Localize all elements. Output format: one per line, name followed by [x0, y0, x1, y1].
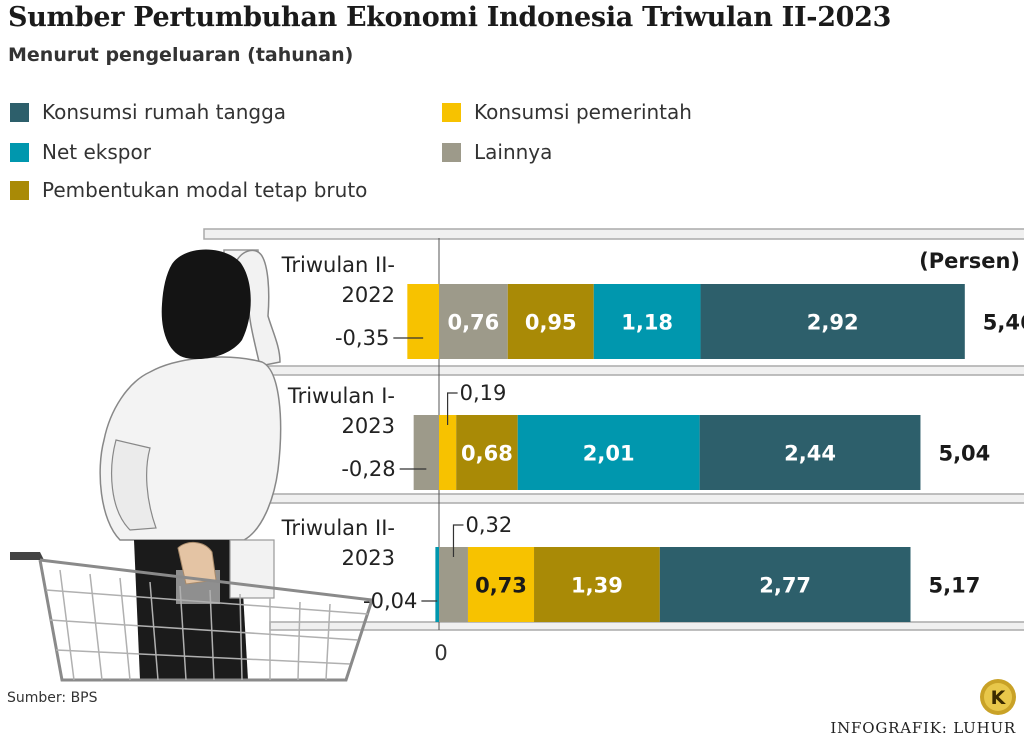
cart-frame	[38, 558, 374, 682]
legend-item-konsumsi-rumah-tangga: Konsumsi rumah tangga	[10, 100, 286, 124]
bar-row: Triwulan I- 2023 -0,28 0,19 0,68 2,01 2,44 5,04	[287, 381, 990, 490]
bar-segment-negative	[407, 284, 439, 359]
bar-segment	[699, 415, 921, 490]
cart-handle	[10, 552, 44, 560]
hair	[161, 249, 251, 360]
hand	[177, 542, 217, 585]
category-label: 2022	[342, 283, 395, 307]
segment-value-label: 2,77	[759, 574, 811, 598]
legend-item-lainnya: Lainnya	[442, 140, 552, 164]
legend-label: Net ekspor	[42, 140, 151, 164]
grocery-box	[229, 539, 275, 599]
segment-value-label: 2,92	[807, 311, 859, 335]
legend-swatch	[10, 102, 29, 122]
bar-segment	[439, 284, 508, 359]
category-label: Triwulan II-	[281, 253, 395, 277]
category-label: Triwulan II-	[281, 516, 395, 540]
total-value-label: 5,17	[929, 574, 981, 598]
negative-value-label: -0,04	[363, 589, 417, 613]
cart-grid	[45, 569, 369, 681]
bar-segment	[534, 547, 660, 622]
legend-swatch	[10, 180, 29, 200]
leader-line	[446, 392, 458, 425]
segment-value-label: 0,73	[475, 574, 527, 598]
category-label: 2023	[342, 414, 395, 438]
bar-segment	[700, 284, 965, 359]
legend-item-konsumsi-pemerintah: Konsumsi pemerintah	[442, 100, 692, 124]
shopper-illustration	[10, 249, 374, 682]
shelf-3	[269, 621, 1024, 631]
infographic-credit: INFOGRAFIK: LUHUR	[830, 719, 1016, 737]
category-label: 2023	[342, 546, 395, 570]
shelf-top	[203, 228, 1024, 240]
bar-segment	[439, 415, 457, 490]
bar-segment	[439, 547, 468, 622]
total-value-label: 5,04	[938, 442, 990, 466]
shelf-2	[261, 493, 1024, 504]
legend-label: Konsumsi pemerintah	[474, 100, 692, 124]
bar-segment	[467, 547, 535, 622]
publisher-logo-icon: K	[980, 679, 1016, 715]
legend-swatch	[442, 142, 461, 162]
legend-label: Pembentukan modal tetap bruto	[42, 178, 368, 202]
bar-segment-negative	[435, 547, 439, 622]
bar-row: Triwulan II- 2023 -0,04 0,32 0,73 1,39 2,77 5,1…	[281, 513, 981, 622]
segment-value-label: 0,32	[465, 513, 512, 537]
bar-segment	[593, 284, 701, 359]
chart-title: Sumber Pertumbuhan Ekonomi Indonesia Tri…	[8, 2, 892, 33]
bar-row: Triwulan II- 2022 -0,35 0,76 0,95 1,18 2,92 5,4…	[281, 253, 1024, 359]
negative-value-label: -0,28	[341, 457, 395, 481]
shelf-1	[267, 365, 1024, 376]
bar-segment	[517, 415, 700, 490]
bars-layer: Triwulan II- 2022 -0,35 0,76 0,95 1,18 2,92 5,4…	[281, 253, 1024, 622]
chart-subtitle: Menurut pengeluaran (tahunan)	[8, 44, 354, 66]
lower-arm	[111, 439, 157, 531]
leader-line	[452, 524, 464, 557]
segment-value-label: 1,39	[571, 574, 623, 598]
source-note: Sumber: BPS	[7, 690, 98, 706]
segment-value-label: 2,01	[583, 442, 635, 466]
segment-value-label: 0,95	[525, 311, 577, 335]
bar-segment-negative	[413, 415, 439, 490]
logo-letter: K	[991, 687, 1007, 709]
unit-label: (Persen)	[919, 249, 1020, 273]
legend-label: Konsumsi rumah tangga	[42, 100, 287, 124]
legend-item-net-ekspor: Net ekspor	[10, 140, 151, 164]
segment-value-label: 0,76	[447, 311, 499, 335]
legend-label: Lainnya	[474, 140, 553, 164]
bar-segment	[507, 284, 594, 359]
segment-value-label: 2,44	[784, 442, 836, 466]
segment-value-label: 0,68	[461, 442, 513, 466]
segment-value-label: 1,18	[621, 311, 673, 335]
bar-segment	[659, 547, 911, 622]
total-value-label: 5,46	[983, 311, 1024, 335]
legend-swatch	[10, 142, 29, 162]
legend-swatch	[442, 102, 461, 122]
zero-tick-label: 0	[434, 641, 447, 665]
segment-value-label: 0,19	[460, 381, 507, 405]
bar-segment	[456, 415, 518, 490]
legend-item-pmtb: Pembentukan modal tetap bruto	[10, 178, 367, 202]
negative-value-label: -0,35	[335, 326, 389, 350]
category-label: Triwulan I-	[287, 384, 395, 408]
